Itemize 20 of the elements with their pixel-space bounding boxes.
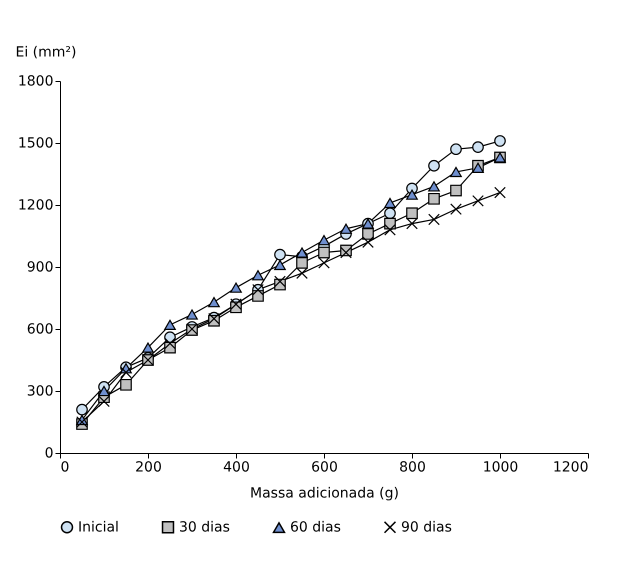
y-tick-label: 1500	[18, 136, 54, 152]
x-tick-label: 600	[311, 460, 338, 476]
x-tick-label: 0	[60, 460, 70, 476]
x-tick-label: 200	[135, 460, 162, 476]
x-tick-label: 400	[223, 460, 250, 476]
y-tick-label: 600	[26, 322, 54, 338]
y-tick-label: 0	[44, 446, 54, 462]
y-tick-label: 1200	[18, 198, 54, 214]
legend-label: 60 dias	[290, 520, 341, 536]
x-tick-label: 1200	[552, 460, 588, 476]
x-tick-label: 1000	[482, 460, 518, 476]
y-tick-label: 900	[26, 260, 54, 276]
y-tick-label: 300	[26, 384, 54, 400]
legend-label: 30 dias	[179, 519, 230, 536]
x-tick-label: 800	[399, 460, 426, 476]
legend-label: 90 dias	[401, 519, 452, 536]
x-axis-title: Massa adicionada (g)	[250, 486, 399, 502]
legend-label: Inicial	[78, 519, 119, 536]
y-axis-title: Ei (mm²)	[16, 44, 76, 60]
y-tick-label: 1800	[18, 74, 54, 90]
